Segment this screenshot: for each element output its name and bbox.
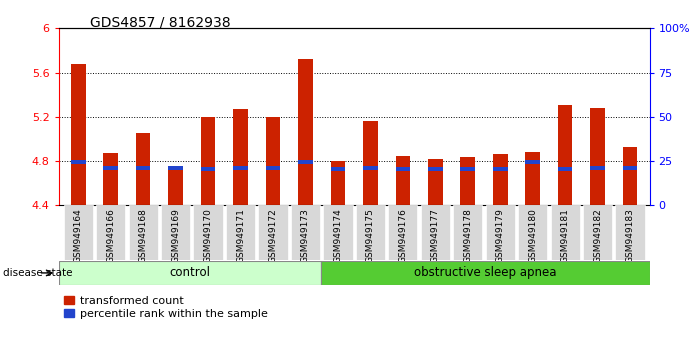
Bar	[623, 147, 637, 205]
Bar	[460, 157, 475, 205]
Bar	[169, 169, 183, 205]
Bar	[104, 166, 118, 170]
Bar	[525, 152, 540, 205]
Bar	[265, 117, 281, 205]
FancyBboxPatch shape	[129, 205, 158, 260]
FancyBboxPatch shape	[226, 205, 255, 260]
FancyBboxPatch shape	[518, 205, 547, 260]
Bar	[395, 167, 410, 171]
Text: GSM949176: GSM949176	[398, 208, 407, 263]
Text: GDS4857 / 8162938: GDS4857 / 8162938	[90, 16, 231, 30]
Text: obstructive sleep apnea: obstructive sleep apnea	[414, 267, 557, 279]
Text: GSM949177: GSM949177	[430, 208, 439, 263]
Bar	[234, 166, 248, 170]
Text: GSM949174: GSM949174	[333, 208, 343, 263]
Text: GSM949166: GSM949166	[106, 208, 115, 263]
FancyBboxPatch shape	[551, 205, 580, 260]
Text: control: control	[169, 267, 211, 279]
Bar	[590, 166, 605, 170]
Text: GSM949172: GSM949172	[269, 208, 278, 263]
Bar	[298, 160, 313, 164]
Bar	[71, 64, 86, 205]
Bar	[428, 167, 443, 171]
FancyBboxPatch shape	[258, 205, 287, 260]
Text: GSM949171: GSM949171	[236, 208, 245, 263]
FancyBboxPatch shape	[486, 205, 515, 260]
Text: GSM949175: GSM949175	[366, 208, 375, 263]
FancyBboxPatch shape	[161, 205, 190, 260]
Text: GSM949182: GSM949182	[593, 208, 602, 263]
Bar	[136, 166, 151, 170]
FancyBboxPatch shape	[616, 205, 645, 260]
Text: GSM949180: GSM949180	[528, 208, 537, 263]
Bar	[428, 159, 443, 205]
Bar	[71, 160, 86, 164]
Bar	[558, 167, 572, 171]
Bar	[623, 166, 637, 170]
FancyBboxPatch shape	[64, 205, 93, 260]
Bar	[363, 166, 378, 170]
FancyBboxPatch shape	[321, 261, 650, 285]
Text: GSM949181: GSM949181	[560, 208, 569, 263]
FancyBboxPatch shape	[388, 205, 417, 260]
FancyBboxPatch shape	[323, 205, 352, 260]
FancyBboxPatch shape	[583, 205, 612, 260]
FancyBboxPatch shape	[96, 205, 125, 260]
Text: GSM949169: GSM949169	[171, 208, 180, 263]
Text: GSM949164: GSM949164	[74, 208, 83, 263]
Bar	[136, 133, 151, 205]
Text: GSM949178: GSM949178	[463, 208, 472, 263]
Bar	[104, 153, 118, 205]
Bar	[330, 161, 346, 205]
FancyBboxPatch shape	[59, 261, 321, 285]
Text: disease state: disease state	[3, 268, 73, 278]
Text: GSM949173: GSM949173	[301, 208, 310, 263]
Text: GSM949183: GSM949183	[625, 208, 634, 263]
Bar	[363, 121, 378, 205]
Bar	[558, 105, 572, 205]
FancyBboxPatch shape	[291, 205, 320, 260]
Bar	[330, 167, 346, 171]
Text: GSM949179: GSM949179	[495, 208, 504, 263]
FancyBboxPatch shape	[453, 205, 482, 260]
FancyBboxPatch shape	[193, 205, 223, 260]
FancyBboxPatch shape	[356, 205, 385, 260]
Bar	[493, 154, 507, 205]
Legend: transformed count, percentile rank within the sample: transformed count, percentile rank withi…	[64, 296, 267, 319]
Bar	[590, 108, 605, 205]
Bar	[169, 166, 183, 170]
Bar	[234, 109, 248, 205]
Bar	[201, 117, 216, 205]
Text: GSM949168: GSM949168	[139, 208, 148, 263]
Bar	[525, 160, 540, 164]
Bar	[201, 167, 216, 171]
Bar	[298, 59, 313, 205]
Bar	[265, 166, 281, 170]
Text: GSM949170: GSM949170	[204, 208, 213, 263]
FancyBboxPatch shape	[421, 205, 450, 260]
Bar	[395, 155, 410, 205]
Bar	[460, 167, 475, 171]
Bar	[493, 167, 507, 171]
